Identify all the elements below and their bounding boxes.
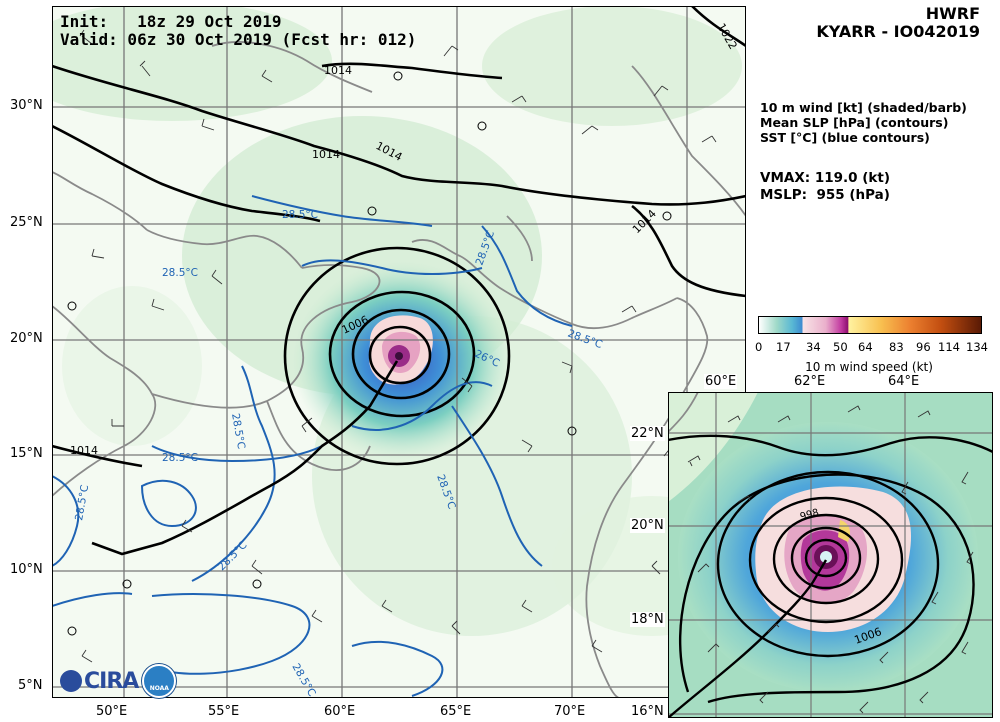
colorbar-label: 10 m wind speed (kt) [805,360,933,374]
colorbar-tick: 134 [966,340,988,354]
inset-lat-label: 18°N [630,612,665,627]
lon-label: 60°E [324,704,356,719]
coastlines [52,41,746,698]
inset-coastline [668,392,699,433]
model-name: HWRF [925,4,980,23]
lon-label: 65°E [440,704,472,719]
colorbar-tick: 96 [916,340,931,354]
sst-label: 28.5°C [162,267,198,279]
wind-colorbar [758,316,982,334]
colorbar-tick: 34 [806,340,821,354]
inset-lat-label: 22°N [630,426,665,441]
cira-logo: CIRA NOAA [60,664,177,698]
lon-label: 55°E [208,704,240,719]
inset-wind-barbs [687,405,974,714]
legend-wind: 10 m wind [kt] (shaded/barb) [760,100,967,115]
init-time: Init: 18z 29 Oct 2019 [60,12,282,31]
colorbar-tick: 50 [833,340,848,354]
inset-frame [668,392,993,718]
lat-label: 15°N [10,446,43,461]
storm-track [91,360,399,556]
main-map[interactable]: 1014 1014 1014 1014 1014 1006 1022 28.5°… [52,6,746,698]
slp-label: 1014 [324,64,352,77]
colorbar-tick: 83 [889,340,904,354]
colorbar-ticks: 0 17 34 50 64 83 96 114 134 [755,334,988,358]
colorbar-tick: 0 [755,340,763,354]
noaa-badge-text: NOAA [149,685,169,692]
cira-globe-icon [60,670,82,692]
sst-label: 28.5°C [162,452,198,464]
calm-markers [67,71,672,636]
inset-slp-label: 998 [799,507,820,523]
inset-grid [668,392,993,718]
cira-logo-text: CIRA [84,668,139,694]
vmax: VMAX: 119.0 (kt) [760,170,891,186]
mslp: MSLP: 955 (hPa) [760,187,890,203]
inset-lon-label: 60°E [704,374,738,389]
lat-label: 25°N [10,215,43,230]
lat-label: 5°N [18,678,43,693]
colorbar-tick: 114 [938,340,960,354]
valid-time: Valid: 06z 30 Oct 2019 (Fcst hr: 012) [60,30,417,49]
inset-lat-label: 16°N [630,704,665,719]
inset-map[interactable]: 998 1006 [668,392,993,718]
colorbar-tick: 17 [776,340,791,354]
lon-label: 50°E [96,704,128,719]
lat-lon-grid [52,6,746,698]
lat-label: 20°N [10,331,43,346]
main-map-frame [52,6,746,698]
noaa-badge-icon: NOAA [142,664,177,698]
sst-label: 28.5°C [282,209,318,221]
sst-contours [52,195,573,697]
inset-storm-track [668,559,828,718]
inset-lat-label: 20°N [630,518,665,533]
slp-label: 1014 [312,148,340,161]
storm-name: KYARR - IO042019 [816,22,980,41]
lat-label: 10°N [10,562,43,577]
lon-label: 70°E [554,704,586,719]
inset-lon-label: 64°E [888,374,920,389]
inset-lon-label: 62°E [794,374,826,389]
slp-contours [52,6,746,468]
inset-slp-contours [668,434,993,704]
slp-label: 1014 [70,444,98,457]
colorbar-tick: 64 [858,340,873,354]
legend-sst: SST [°C] (blue contours) [760,130,930,145]
legend-slp: Mean SLP [hPa] (contours) [760,115,949,130]
lat-label: 30°N [10,98,43,113]
